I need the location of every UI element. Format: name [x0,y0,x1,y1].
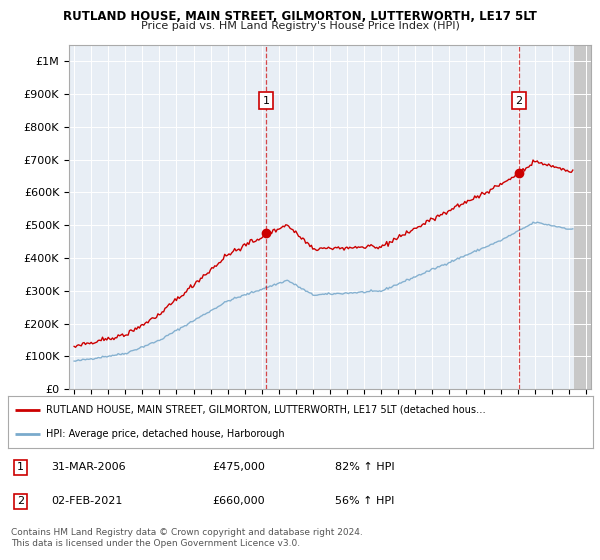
Text: 31-MAR-2006: 31-MAR-2006 [52,463,127,473]
Text: 1: 1 [263,96,269,106]
Text: £660,000: £660,000 [212,496,265,506]
Text: RUTLAND HOUSE, MAIN STREET, GILMORTON, LUTTERWORTH, LE17 5LT (detached hous…: RUTLAND HOUSE, MAIN STREET, GILMORTON, L… [46,405,485,415]
Text: 56% ↑ HPI: 56% ↑ HPI [335,496,395,506]
Text: HPI: Average price, detached house, Harborough: HPI: Average price, detached house, Harb… [46,429,284,439]
Text: 2: 2 [515,96,523,106]
Bar [574,45,591,389]
Text: 1: 1 [17,463,24,473]
Text: 02-FEB-2021: 02-FEB-2021 [52,496,123,506]
Text: 82% ↑ HPI: 82% ↑ HPI [335,463,395,473]
Text: Price paid vs. HM Land Registry's House Price Index (HPI): Price paid vs. HM Land Registry's House … [140,21,460,31]
Text: 2: 2 [17,496,24,506]
Text: This data is licensed under the Open Government Licence v3.0.: This data is licensed under the Open Gov… [11,539,300,548]
Text: £475,000: £475,000 [212,463,265,473]
Text: RUTLAND HOUSE, MAIN STREET, GILMORTON, LUTTERWORTH, LE17 5LT: RUTLAND HOUSE, MAIN STREET, GILMORTON, L… [63,10,537,23]
Text: Contains HM Land Registry data © Crown copyright and database right 2024.: Contains HM Land Registry data © Crown c… [11,528,362,536]
